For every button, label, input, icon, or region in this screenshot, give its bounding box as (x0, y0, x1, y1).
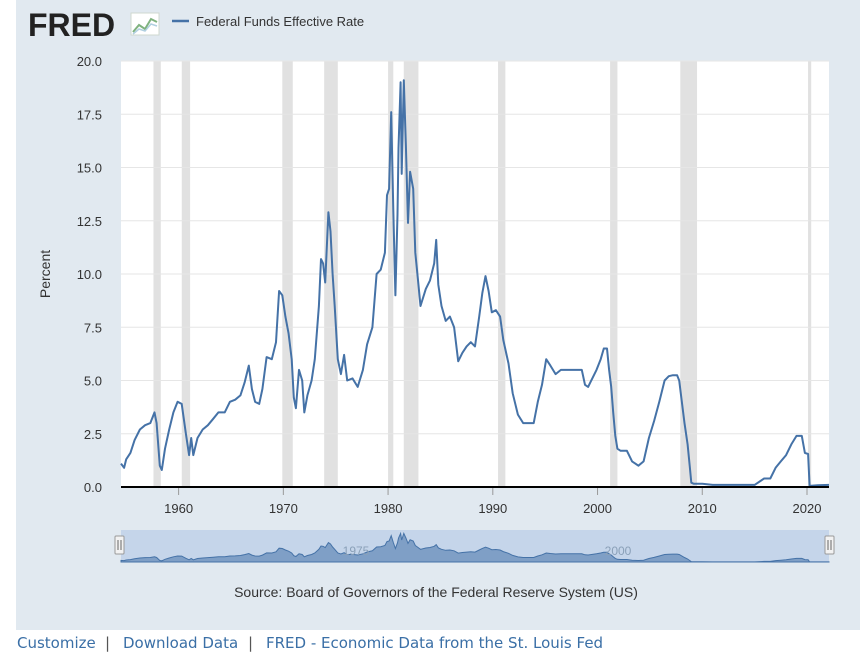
footer-background (0, 630, 860, 660)
navigator[interactable]: 1975 2000 (114, 530, 835, 563)
legend[interactable]: Federal Funds Effective Rate (172, 14, 364, 29)
y-tick-label: 12.5 (77, 214, 102, 229)
navigator-label-1975: 1975 (343, 544, 370, 558)
y-tick-label: 20.0 (77, 54, 102, 69)
fred-logo[interactable]: FRED (28, 7, 160, 43)
footer-separator: | (105, 634, 110, 652)
footer-links: Customize | Download Data | FRED - Econo… (17, 634, 603, 652)
y-tick-label: 0.0 (84, 480, 102, 495)
fred-logo-text: FRED (28, 7, 115, 43)
download-data-link[interactable]: Download Data (123, 634, 238, 652)
y-tick-label: 7.5 (84, 320, 102, 335)
customize-link[interactable]: Customize (17, 634, 96, 652)
x-tick-label: 2010 (688, 501, 717, 516)
x-tick-label: 2000 (583, 501, 612, 516)
y-tick-label: 2.5 (84, 427, 102, 442)
y-tick-label: 15.0 (77, 161, 102, 176)
x-tick-label: 1970 (269, 501, 298, 516)
navigator-series-area (120, 531, 830, 563)
y-tick-label: 10.0 (77, 267, 102, 282)
x-tick-label: 1960 (164, 501, 193, 516)
x-tick-label: 1980 (374, 501, 403, 516)
source-text: Source: Board of Governors of the Federa… (234, 584, 638, 600)
fred-home-link[interactable]: FRED - Economic Data from the St. Louis … (266, 634, 603, 652)
y-tick-label: 5.0 (84, 374, 102, 389)
footer-separator: | (248, 634, 253, 652)
navigator-right-handle[interactable] (824, 535, 835, 555)
x-axis-ticks: 1960 1970 1980 1990 2000 2010 2020 (164, 487, 821, 516)
legend-label: Federal Funds Effective Rate (196, 14, 364, 29)
x-tick-label: 2020 (793, 501, 822, 516)
series-line-fed-funds-rate[interactable] (120, 79, 830, 487)
x-tick-label: 1990 (478, 501, 507, 516)
fred-logo-graph-icon (130, 12, 160, 36)
navigator-label-2000: 2000 (605, 544, 632, 558)
y-axis-ticks: 0.0 2.5 5.0 7.5 10.0 12.5 15.0 17.5 20.0 (77, 54, 102, 495)
y-axis-label: Percent (37, 250, 53, 298)
y-tick-label: 17.5 (77, 107, 102, 122)
gridlines (121, 60, 829, 435)
navigator-left-handle[interactable] (114, 535, 125, 555)
